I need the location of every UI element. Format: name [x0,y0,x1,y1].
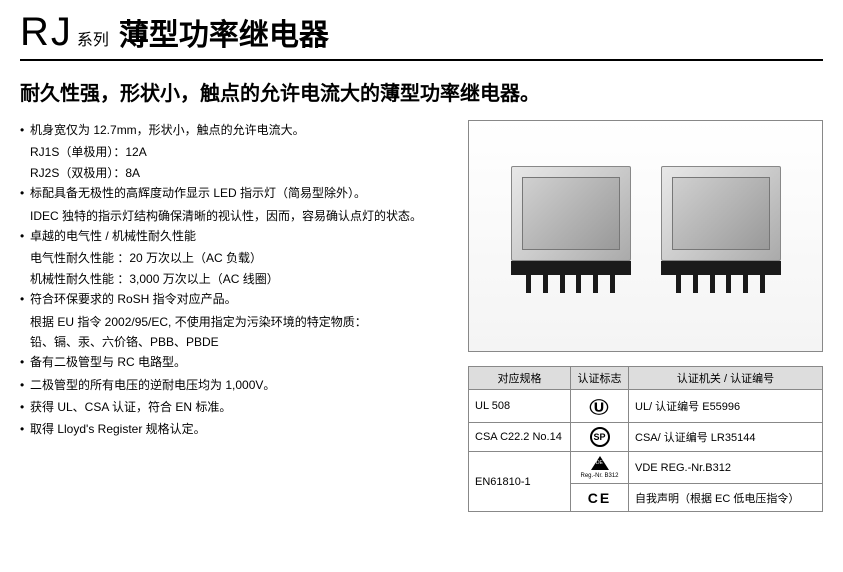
bullet-dot: • [20,419,30,439]
cert-auth: VDE REG.-Nr.B312 [629,452,823,484]
bullet-dot: • [20,120,30,140]
bullet-sub: 铅、镉、汞、六价铬、PBB、PBDE [30,332,448,352]
bullet-text: 机身宽仅为 12.7mm，形状小，触点的允许电流大。 [30,120,448,140]
bullet-item: •取得 Lloyd's Register 规格认定。 [20,419,448,439]
subtitle: 耐久性强，形状小，触点的允许电流大的薄型功率继电器。 [20,77,823,106]
header-rj: RJ [20,10,73,55]
bullet-text: 备有二极管型与 RC 电路型。 [30,352,448,372]
bullet-item: •标配具备无极性的高辉度动作显示 LED 指示灯（简易型除外）。 [20,183,448,203]
bullet-item: •二极管型的所有电压的逆耐电压均为 1,000V。 [20,375,448,395]
bullet-dot: • [20,352,30,372]
bullet-sub: RJ2S（双极用）：8A [30,163,448,183]
cert-auth: 自我声明（根据 EC 低电压指令） [629,484,823,512]
cert-logo-ul: Ⓤ [571,390,629,423]
table-header: 认证标志 [571,367,629,390]
cert-spec: CSA C22.2 No.14 [469,423,571,452]
bullet-text: 符合环保要求的 RoSH 指令对应产品。 [30,289,448,309]
bullet-main: 取得 Lloyd's Register 规格认定。 [30,419,448,439]
bullet-main: 卓越的电气性 / 机械性耐久性能 [30,226,448,246]
bullet-dot: • [20,375,30,395]
cert-spec: EN61810-1 [469,452,571,512]
page-header: RJ 系列 薄型功率继电器 [20,10,823,61]
bullet-sub: IDEC 独特的指示灯结构确保清晰的视认性，因而，容易确认点灯的状态。 [30,206,448,226]
cert-logo-csa: SP [571,423,629,452]
bullet-item: •符合环保要求的 RoSH 指令对应产品。 [20,289,448,309]
relay-illustration [511,166,631,306]
bullet-main: 符合环保要求的 RoSH 指令对应产品。 [30,289,448,309]
content-wrap: •机身宽仅为 12.7mm，形状小，触点的允许电流大。RJ1S（单极用）：12A… [20,120,823,512]
table-header: 认证机关 / 认证编号 [629,367,823,390]
table-row: EN61810-1 Reg.-Nr. B312 VDE REG.-Nr.B312 [469,452,823,484]
bullet-text: 获得 UL、CSA 认证，符合 EN 标准。 [30,397,448,417]
bullet-dot: • [20,397,30,417]
bullet-text: 二极管型的所有电压的逆耐电压均为 1,000V。 [30,375,448,395]
bullet-sub: RJ1S（单极用）：12A [30,142,448,162]
table-row: UL 508 Ⓤ UL/ 认证编号 E55996 [469,390,823,423]
header-series: 系列 [77,26,109,50]
cert-logo-vde: Reg.-Nr. B312 [571,452,629,484]
bullet-item: •获得 UL、CSA 认证，符合 EN 标准。 [20,397,448,417]
bullet-text: 标配具备无极性的高辉度动作显示 LED 指示灯（简易型除外）。 [30,183,448,203]
bullet-list: •机身宽仅为 12.7mm，形状小，触点的允许电流大。RJ1S（单极用）：12A… [20,120,448,512]
cert-logo-ce: CE [571,484,629,512]
bullet-main: 标配具备无极性的高辉度动作显示 LED 指示灯（简易型除外）。 [30,183,448,203]
bullet-dot: • [20,183,30,203]
product-image [468,120,823,352]
cert-auth: UL/ 认证编号 E55996 [629,390,823,423]
cert-auth: CSA/ 认证编号 LR35144 [629,423,823,452]
header-title: 薄型功率继电器 [119,10,329,54]
bullet-text: 取得 Lloyd's Register 规格认定。 [30,419,448,439]
bullet-item: •机身宽仅为 12.7mm，形状小，触点的允许电流大。 [20,120,448,140]
relay-illustration [661,166,781,306]
bullet-item: •卓越的电气性 / 机械性耐久性能 [20,226,448,246]
bullet-text: 卓越的电气性 / 机械性耐久性能 [30,226,448,246]
bullet-dot: • [20,226,30,246]
bullet-main: 机身宽仅为 12.7mm，形状小，触点的允许电流大。 [30,120,448,140]
bullet-main: 备有二极管型与 RC 电路型。 [30,352,448,372]
bullet-dot: • [20,289,30,309]
table-row: CSA C22.2 No.14 SP CSA/ 认证编号 LR35144 [469,423,823,452]
bullet-sub: 电气性耐久性能 ：20 万次以上（AC 负载） [30,248,448,268]
cert-spec: UL 508 [469,390,571,423]
bullet-sub: 机械性耐久性能 ：3,000 万次以上（AC 线圈） [30,269,448,289]
bullet-main: 二极管型的所有电压的逆耐电压均为 1,000V。 [30,375,448,395]
bullet-sub: 根据 EU 指令 2002/95/EC, 不使用指定为污染环境的特定物质： [30,312,448,332]
table-header: 对应规格 [469,367,571,390]
bullet-main: 获得 UL、CSA 认证，符合 EN 标准。 [30,397,448,417]
bullet-item: •备有二极管型与 RC 电路型。 [20,352,448,372]
certification-table: 对应规格 认证标志 认证机关 / 认证编号 UL 508 Ⓤ UL/ 认证编号 … [468,366,823,512]
right-column: 对应规格 认证标志 认证机关 / 认证编号 UL 508 Ⓤ UL/ 认证编号 … [468,120,823,512]
